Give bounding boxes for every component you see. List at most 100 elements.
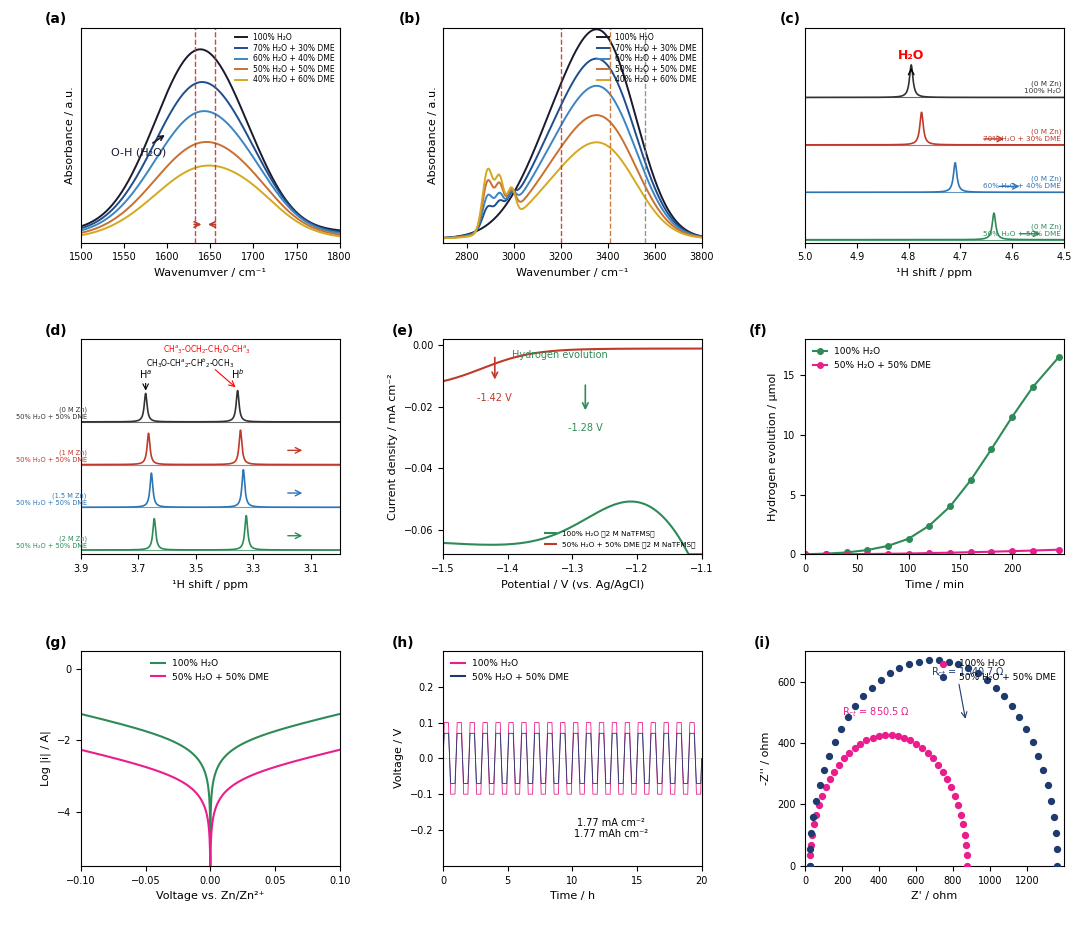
Point <box>901 657 918 671</box>
Point <box>919 745 936 760</box>
Text: (e): (e) <box>391 324 414 338</box>
Y-axis label: Voltage / V: Voltage / V <box>394 728 404 789</box>
Text: (f): (f) <box>748 324 767 338</box>
Point <box>951 807 969 822</box>
Point <box>1017 722 1035 737</box>
Point <box>808 807 825 822</box>
Text: (0 M Zn)
70% H₂O + 30% DME: (0 M Zn) 70% H₂O + 30% DME <box>983 129 1062 142</box>
Text: R$_{ct}$ = 850.5 Ω: R$_{ct}$ = 850.5 Ω <box>842 706 910 720</box>
Y-axis label: Absorbance / a.u.: Absorbance / a.u. <box>428 86 437 184</box>
Point <box>801 858 819 873</box>
Legend: 100% H₂O, 70% H₂O + 30% DME, 60% H₂O + 40% DME, 50% H₂O + 50% DME, 40% H₂O + 60%: 100% H₂O, 70% H₂O + 30% DME, 60% H₂O + 4… <box>596 31 698 86</box>
Point <box>801 842 819 857</box>
Point <box>902 733 919 748</box>
Point <box>854 689 872 704</box>
Legend: 100% H₂O, 50% H₂O + 50% DME: 100% H₂O, 50% H₂O + 50% DME <box>930 656 1059 685</box>
X-axis label: Z' / ohm: Z' / ohm <box>912 891 958 901</box>
X-axis label: Time / min: Time / min <box>905 580 964 590</box>
Point <box>1039 778 1056 793</box>
Point <box>914 741 931 756</box>
Y-axis label: Log |i| / A|: Log |i| / A| <box>41 731 52 786</box>
Point <box>858 733 875 748</box>
Point <box>872 672 889 687</box>
X-axis label: Potential / V (vs. Ag/AgCl): Potential / V (vs. Ag/AgCl) <box>501 580 644 590</box>
Point <box>924 751 942 766</box>
Point <box>815 763 833 778</box>
Text: (c): (c) <box>780 12 800 27</box>
Point <box>821 748 838 763</box>
Point <box>958 848 975 863</box>
Text: H$^b$: H$^b$ <box>231 368 244 382</box>
Point <box>808 794 825 808</box>
Point <box>840 745 858 760</box>
Point <box>940 654 957 669</box>
Point <box>910 654 928 669</box>
Point <box>802 825 820 840</box>
Legend: 100% H₂O, 50% H₂O + 50% DME: 100% H₂O, 50% H₂O + 50% DME <box>148 656 273 685</box>
Point <box>889 729 906 744</box>
Point <box>811 778 828 793</box>
Point <box>895 731 913 745</box>
Point <box>846 741 863 756</box>
Point <box>813 789 831 804</box>
Point <box>907 736 924 751</box>
Text: CH$_3$O-CH$^a$$_2$-CH$^b$$_2$-OCH$_3$: CH$_3$O-CH$^a$$_2$-CH$^b$$_2$-OCH$_3$ <box>146 356 234 369</box>
Text: (2 M Zn)
50% H₂O + 50% DME: (2 M Zn) 50% H₂O + 50% DME <box>15 535 86 548</box>
Legend: 100% H₂O, 50% H₂O + 50% DME: 100% H₂O, 50% H₂O + 50% DME <box>447 656 572 685</box>
Point <box>825 764 842 779</box>
Text: -1.28 V: -1.28 V <box>568 423 603 433</box>
Y-axis label: Hydrogen evolution / μmol: Hydrogen evolution / μmol <box>768 372 778 521</box>
Point <box>1035 763 1052 778</box>
X-axis label: Wavenumver / cm⁻¹: Wavenumver / cm⁻¹ <box>154 268 267 278</box>
Point <box>839 710 856 725</box>
Text: (d): (d) <box>44 324 67 338</box>
Point <box>801 848 819 863</box>
Point <box>996 689 1013 704</box>
Point <box>801 858 819 873</box>
Point <box>978 672 996 687</box>
Point <box>882 728 900 743</box>
X-axis label: ¹H shift / ppm: ¹H shift / ppm <box>172 580 248 590</box>
Y-axis label: Current density / mA cm⁻²: Current density / mA cm⁻² <box>388 373 399 520</box>
Point <box>943 780 960 795</box>
Text: (g): (g) <box>44 635 67 650</box>
X-axis label: ¹H shift / ppm: ¹H shift / ppm <box>896 268 973 278</box>
X-axis label: Voltage vs. Zn/Zn²⁺: Voltage vs. Zn/Zn²⁺ <box>157 891 265 901</box>
Text: (i): (i) <box>754 635 771 650</box>
Point <box>806 817 823 832</box>
Point <box>959 661 976 676</box>
Point <box>826 735 843 750</box>
Point <box>802 837 820 852</box>
Point <box>1042 794 1059 808</box>
Point <box>870 729 888 744</box>
Text: (0 M Zn)
100% H₂O: (0 M Zn) 100% H₂O <box>1024 81 1062 94</box>
Point <box>831 757 848 772</box>
Legend: 100% H₂O, 50% H₂O + 50% DME: 100% H₂O, 50% H₂O + 50% DME <box>810 344 934 373</box>
Point <box>1011 710 1028 725</box>
Text: (b): (b) <box>400 12 422 27</box>
Point <box>833 722 850 737</box>
Point <box>1029 748 1047 763</box>
Point <box>958 858 975 873</box>
Text: (h): (h) <box>391 635 414 650</box>
Text: (a): (a) <box>44 12 67 27</box>
Point <box>1048 825 1065 840</box>
Point <box>949 657 967 671</box>
Point <box>810 797 827 812</box>
Point <box>816 780 834 795</box>
Text: (1.5 M Zn)
50% H₂O + 50% DME: (1.5 M Zn) 50% H₂O + 50% DME <box>15 493 86 506</box>
Text: O-H (H₂O): O-H (H₂O) <box>111 136 166 157</box>
Text: R$_{ct}$ = 1340.7 Ω: R$_{ct}$ = 1340.7 Ω <box>931 666 1004 680</box>
Text: H₂O: H₂O <box>897 49 924 62</box>
Point <box>835 751 852 766</box>
Y-axis label: Absorbance / a.u.: Absorbance / a.u. <box>66 86 76 184</box>
Point <box>805 809 822 824</box>
Point <box>939 772 956 787</box>
Text: (0 M Zn)
50% H₂O + 50% DME: (0 M Zn) 50% H₂O + 50% DME <box>983 223 1062 237</box>
Point <box>969 666 986 681</box>
Text: 1.77 mA cm⁻²
1.77 mAh cm⁻²: 1.77 mA cm⁻² 1.77 mAh cm⁻² <box>575 818 648 839</box>
Point <box>847 699 864 714</box>
Point <box>949 797 967 812</box>
Point <box>891 661 908 676</box>
Point <box>934 764 951 779</box>
